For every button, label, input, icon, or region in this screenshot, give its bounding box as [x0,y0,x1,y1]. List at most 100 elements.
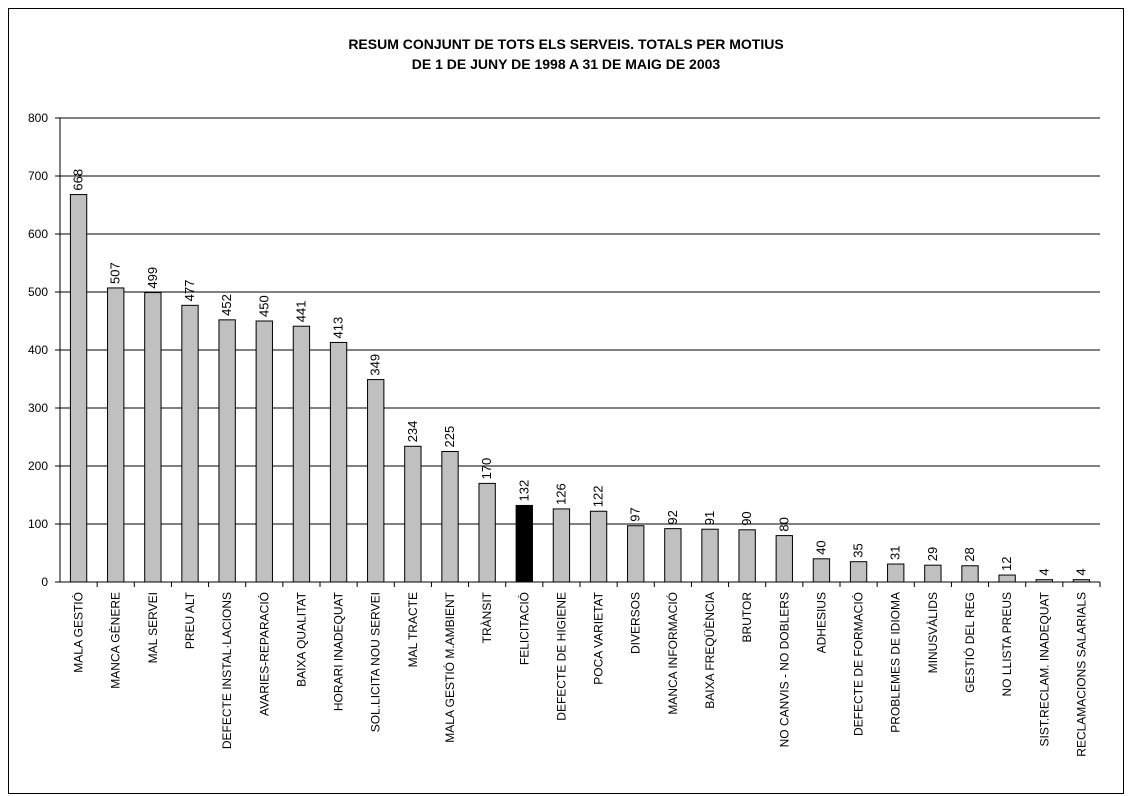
data-label: 29 [925,547,940,561]
y-tick-label: 300 [28,401,48,415]
x-tick-label: MAL SERVEI [146,592,160,663]
x-tick-label: FELICITACIÓ [516,592,531,665]
data-label: 349 [368,354,383,376]
y-tick-label: 700 [28,169,48,183]
category-labels: MALA GESTIÓ MANCA GÈNERE MAL SERVEI PREU AL… [71,591,1089,756]
data-label: 12 [999,557,1014,571]
y-tick-label: 0 [41,575,48,589]
data-label: 31 [888,546,903,560]
bar [107,287,125,583]
x-tick-label: HORARI INADEQUAT [332,591,346,711]
y-tick-labels: 0 100 200 300 400 500 600 700 800 [28,111,48,589]
data-label: 441 [293,301,308,323]
data-label: 4 [1073,568,1088,575]
bar [849,561,868,583]
data-label: 413 [331,317,346,339]
x-tick-label: PREU ALT [183,591,197,649]
bar [218,319,236,583]
y-tick-label: 500 [28,285,48,299]
data-label: 80 [776,517,791,531]
data-label: 234 [405,421,420,443]
bar [552,508,571,583]
bar [961,565,979,583]
bar [515,504,533,583]
bar [292,325,311,583]
value-labels: 668 507 499 477 452 450 441 413 349 234 225 170 132 1… [71,169,1089,576]
x-tick-label: MINUSVÀLIDS [925,592,940,673]
bar [404,445,422,583]
x-tick-label: BAIXA QUALITAT [294,591,308,687]
data-label: 122 [591,486,606,508]
x-tick-label: PROBLEMES DE IDIOMA [889,592,903,733]
y-tick-label: 600 [28,227,48,241]
x-tick-label: DEFECTE DE HIGIENE [554,592,568,721]
bar [887,563,905,583]
bar [738,529,756,583]
data-label: 40 [813,540,828,554]
x-tick-label: NO CANVIS - NO DOBLERS [777,592,791,747]
bar [441,451,459,583]
bar [255,320,273,583]
x-tick-label: MANCA GÈNERE [108,592,123,689]
bar [998,574,1016,583]
bar [664,528,682,583]
data-label: 225 [442,426,457,448]
bar [478,482,496,583]
x-tick-label: POCA VARIETAT [592,591,606,684]
bar [627,525,645,583]
bar [589,510,608,583]
y-tick-label: 800 [28,111,48,125]
bar [329,341,348,583]
x-tick-label: NO LLISTA PREUS [1000,592,1014,696]
bar [367,379,385,583]
x-tick-label: MALA GESTIÓ [71,592,86,673]
bar [701,528,719,583]
x-tick-label: MANCA INFORMACIÓ [665,592,680,715]
bar [924,564,942,583]
data-label: 170 [479,458,494,480]
bar [812,558,831,583]
data-label: 28 [962,547,977,561]
x-tick-label: DIVERSOS [629,592,643,654]
data-label: 507 [108,262,123,284]
data-label: 477 [182,280,197,302]
x-tick-label: MAL TRACTE [406,592,420,667]
x-tick-label: MALA GESTIÓ M.AMBIENT [442,591,457,742]
data-label: 668 [71,169,86,191]
x-tick-label: TRÀNSIT [479,591,494,643]
x-tick-label: SOL.LICITA NOU SERVEI [369,592,383,732]
x-tick-label: AVARIES-REPARACIÓ [256,592,271,716]
axes [55,117,1101,587]
chart-subtitle: DE 1 DE JUNY DE 1998 A 31 DE MAIG DE 200… [412,56,721,72]
x-tick-label: DEFECTE INSTAL·LACIONS [220,592,234,749]
x-tick-label: GESTIÓ DEL REG [962,592,977,693]
y-tick-label: 100 [28,517,48,531]
data-label: 126 [553,483,568,505]
data-label: 452 [219,294,234,316]
data-label: 499 [145,267,160,289]
data-label: 97 [628,507,643,521]
x-tick-label: BAIXA FREQÜÈNCIA [702,592,717,709]
x-tick-label: BRUTOR [740,592,754,643]
chart-title: RESUM CONJUNT DE TOTS ELS SERVEIS. TOTAL… [348,36,783,52]
x-tick-label: DEFECTE DE FORMACIÓ [851,592,866,736]
data-label: 132 [516,480,531,502]
data-label: 90 [739,511,754,525]
data-label: 4 [1036,568,1051,575]
data-label: 91 [702,511,717,525]
bar [181,304,199,583]
x-tick-label: SIST.RECLAM. INADEQUAT [1037,591,1051,746]
x-tick-label: ADHESIUS [814,592,828,653]
y-tick-label: 400 [28,343,48,357]
bar [69,194,88,583]
bar [144,292,162,583]
gridlines [60,117,1100,525]
data-label: 35 [851,543,866,557]
bar [775,535,793,583]
bars [69,194,1091,583]
x-tick-label: RECLAMACIONS SALARIALS [1074,592,1088,757]
y-tick-label: 200 [28,459,48,473]
data-label: 92 [665,510,680,524]
data-label: 450 [256,295,271,317]
